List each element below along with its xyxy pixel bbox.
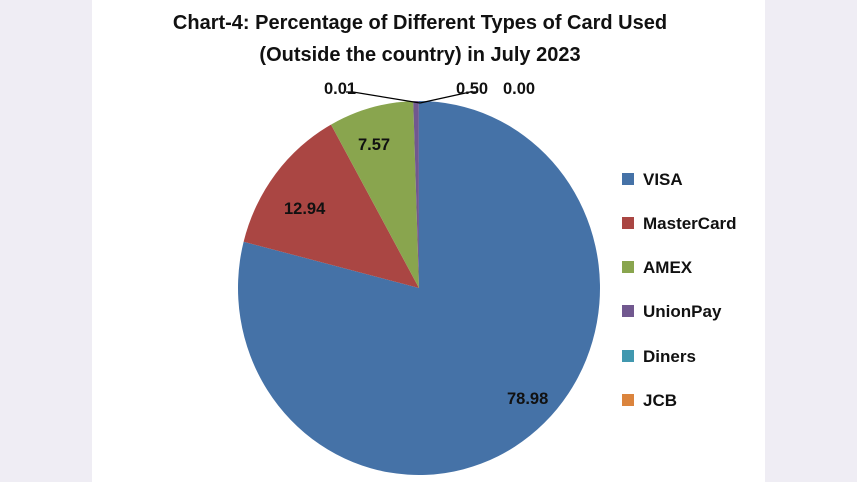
data-label-amex: 7.57: [358, 136, 390, 154]
data-label-jcb: 0.00: [503, 80, 535, 98]
chart-title: Chart-4: Percentage of Different Types o…: [173, 12, 667, 34]
data-label-diners: 0.01: [324, 80, 356, 98]
data-label-mastercard: 12.94: [284, 200, 326, 218]
legend-label: MasterCard: [643, 214, 737, 233]
legend-label: VISA: [643, 170, 683, 189]
legend-item-diners: Diners: [622, 347, 696, 366]
data-label-unionpay: 0.50: [456, 80, 488, 98]
chart-subtitle: (Outside the country) in July 2023: [259, 44, 580, 66]
pie-slice-mastercard: [243, 124, 419, 289]
pie-slice-visa: [237, 101, 600, 475]
legend-item-visa: VISA: [622, 170, 683, 189]
legend-item-unionpay: UnionPay: [622, 302, 722, 321]
data-label-visa: 78.98: [507, 390, 548, 408]
legend-label: Diners: [643, 347, 696, 366]
legend-swatch: [622, 305, 634, 317]
legend-swatch: [622, 394, 634, 406]
legend-label: JCB: [643, 391, 677, 410]
legend-item-jcb: JCB: [622, 391, 677, 410]
leader-line-diners: [346, 91, 421, 104]
pie-slice-amex: [331, 101, 419, 288]
legend-item-mastercard: MasterCard: [622, 214, 737, 233]
legend-swatch: [622, 261, 634, 273]
legend-label: UnionPay: [643, 302, 722, 321]
legend-swatch: [622, 217, 634, 229]
legend-swatch: [622, 173, 634, 185]
pie-slice-unionpay: [413, 101, 419, 289]
legend-label: AMEX: [643, 258, 693, 277]
leader-line-unionpay: [419, 91, 478, 104]
legend-item-amex: AMEX: [622, 258, 693, 277]
legend-swatch: [622, 350, 634, 362]
